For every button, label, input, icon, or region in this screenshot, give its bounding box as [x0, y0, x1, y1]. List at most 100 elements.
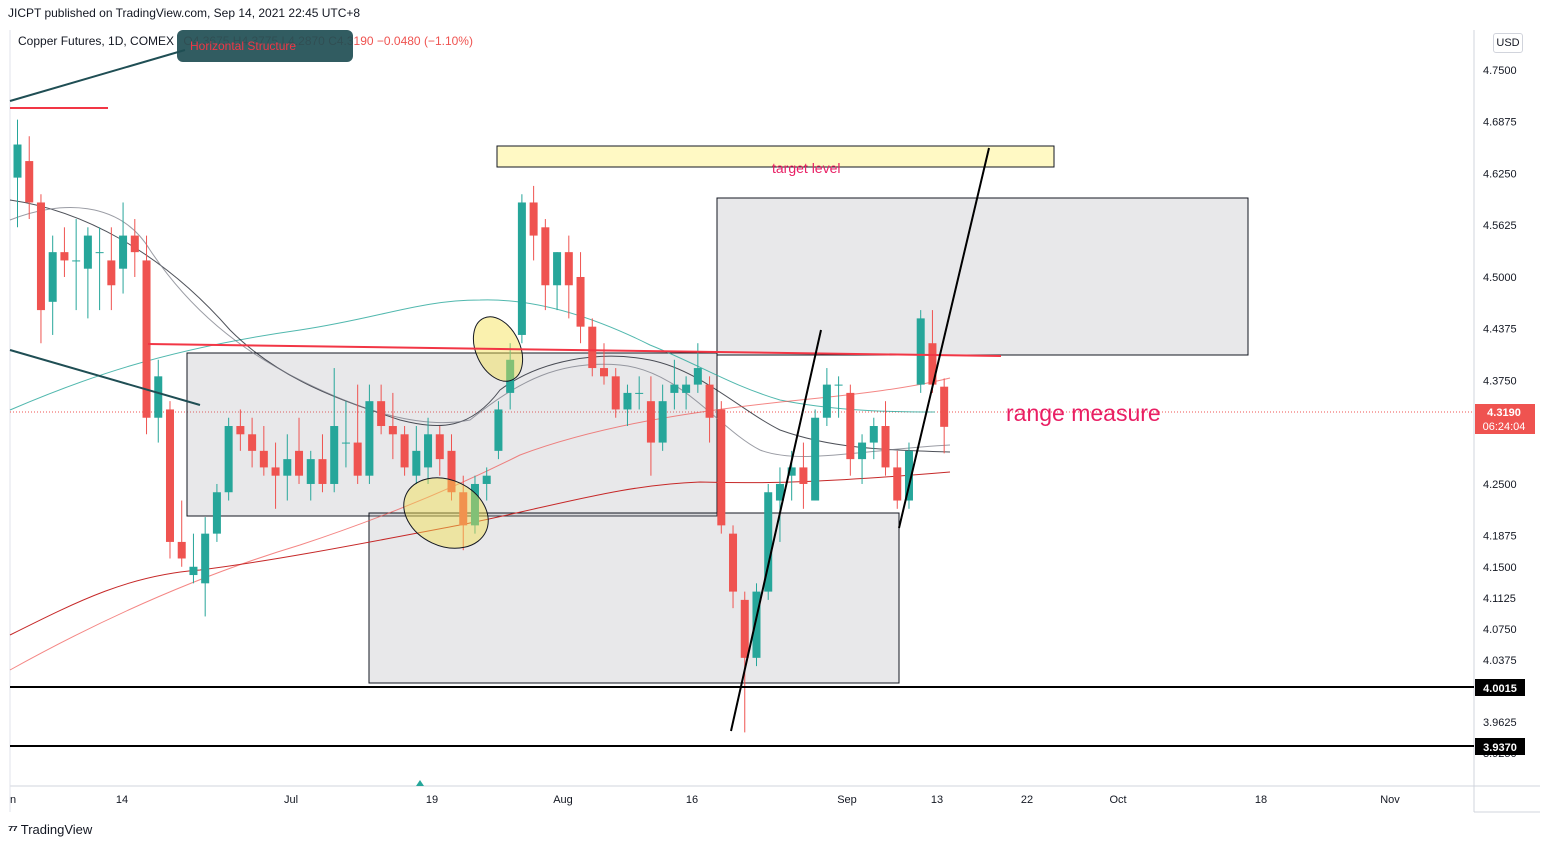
callout-pointer-line — [9, 49, 186, 102]
range-measure-label[interactable]: range measure — [1006, 400, 1161, 426]
candle-body[interactable] — [787, 467, 796, 476]
candle-body[interactable] — [412, 450, 421, 476]
candle-body[interactable] — [212, 492, 221, 534]
candle-body[interactable] — [846, 392, 855, 460]
horizontal-structure-line[interactable] — [147, 343, 1002, 357]
candle-body[interactable] — [541, 227, 550, 286]
candle-body[interactable] — [318, 459, 327, 484]
candle-body[interactable] — [377, 401, 386, 427]
published-caption: JICPT published on TradingView.com, Sep … — [8, 6, 361, 20]
candle-body[interactable] — [201, 533, 210, 584]
candle-body[interactable] — [83, 235, 92, 269]
candle-body[interactable] — [447, 450, 456, 493]
candle-body[interactable] — [904, 450, 913, 501]
candle-body[interactable] — [740, 599, 749, 658]
candle-body[interactable] — [130, 235, 139, 253]
impulse-leg-line[interactable] — [730, 329, 822, 732]
candle-body[interactable] — [670, 384, 679, 393]
candle-body[interactable] — [107, 260, 116, 286]
candle-body[interactable] — [189, 566, 198, 576]
candle-body[interactable] — [435, 434, 444, 460]
candle-body[interactable] — [459, 492, 468, 526]
tradingview-logo-icon: ⁷⁷ — [8, 822, 18, 837]
candle-body[interactable] — [646, 401, 655, 443]
candle-body[interactable] — [13, 144, 22, 178]
candle-body[interactable] — [623, 392, 632, 410]
candle-body[interactable] — [658, 401, 667, 443]
candle-body[interactable] — [893, 467, 902, 501]
highlight-ellipse-lower[interactable] — [392, 464, 500, 561]
candle-body[interactable] — [259, 450, 268, 468]
candle-body[interactable] — [60, 252, 69, 261]
target-box[interactable] — [496, 145, 1055, 168]
candle-body[interactable] — [494, 409, 503, 451]
candle-body[interactable] — [48, 252, 57, 302]
candle-body[interactable] — [775, 483, 784, 501]
candle-body[interactable] — [36, 202, 45, 311]
candle-body[interactable] — [506, 359, 515, 393]
candle-body[interactable] — [693, 368, 702, 385]
candle-body[interactable] — [752, 591, 761, 658]
candle-body[interactable] — [682, 384, 691, 393]
candle-body[interactable] — [517, 202, 526, 335]
candle-body[interactable] — [283, 459, 292, 476]
candle-body[interactable] — [224, 426, 233, 493]
candle-body[interactable] — [729, 533, 738, 592]
time-axis[interactable]: n 14 Jul 19 Aug 16 Sep 13 22 Oct 18 Nov — [10, 794, 1400, 806]
candle-body[interactable] — [811, 417, 820, 501]
candle-body[interactable] — [576, 276, 585, 327]
candle-body[interactable] — [834, 384, 843, 386]
candle-body[interactable] — [705, 384, 714, 418]
candle-body[interactable] — [717, 409, 726, 526]
candle-body[interactable] — [236, 426, 245, 435]
candle-body[interactable] — [119, 235, 128, 269]
teal-trendline[interactable] — [9, 349, 201, 406]
candle-body[interactable] — [470, 483, 479, 526]
projected-leg-line[interactable] — [898, 147, 990, 529]
candle-body[interactable] — [142, 260, 151, 418]
candle-body[interactable] — [165, 409, 174, 542]
candle-body[interactable] — [154, 376, 163, 418]
candle-body[interactable] — [564, 252, 573, 286]
candle-body[interactable] — [482, 475, 491, 484]
candle-body[interactable] — [588, 326, 597, 369]
candle-body[interactable] — [799, 467, 808, 484]
dividend-marker-icon[interactable] — [416, 780, 424, 786]
currency-label[interactable]: USD — [1493, 33, 1523, 53]
candle-body[interactable] — [611, 376, 620, 410]
candle-body[interactable] — [916, 318, 925, 385]
candle-body[interactable] — [330, 426, 339, 484]
candle-body[interactable] — [295, 450, 304, 476]
candle-body[interactable] — [271, 467, 280, 476]
candle-body[interactable] — [600, 368, 608, 377]
candle-body[interactable] — [928, 343, 937, 385]
callout-bubble[interactable] — [177, 30, 353, 62]
range-box-august[interactable] — [368, 512, 900, 684]
candle-body[interactable] — [306, 459, 315, 484]
symbol-name[interactable]: Copper Futures, 1D, COMEX — [18, 34, 175, 48]
candle-body[interactable] — [25, 161, 34, 203]
candle-body[interactable] — [858, 442, 867, 460]
target-level-label[interactable]: target level — [772, 160, 840, 176]
candle-body[interactable] — [177, 541, 186, 559]
range-box-projection[interactable] — [716, 197, 1249, 356]
candle-body[interactable] — [72, 260, 81, 262]
candle-body[interactable] — [822, 384, 831, 418]
candle-body[interactable] — [248, 434, 257, 451]
candle-body[interactable] — [365, 401, 374, 476]
candle-body[interactable] — [940, 386, 949, 427]
candle-body[interactable] — [341, 442, 350, 444]
candle-body[interactable] — [764, 492, 773, 592]
candle-body[interactable] — [424, 434, 433, 468]
candle-body[interactable] — [553, 252, 562, 286]
candle-body[interactable] — [529, 202, 538, 236]
candle-body[interactable] — [353, 442, 362, 476]
price-tick-label: 4.4375 — [1483, 324, 1517, 336]
candle-body[interactable] — [388, 426, 397, 435]
candle-body[interactable] — [635, 392, 644, 394]
candle-body[interactable] — [869, 426, 878, 443]
candle-body[interactable] — [881, 426, 890, 468]
candle-body[interactable] — [400, 434, 409, 468]
candle-body[interactable] — [95, 252, 104, 254]
